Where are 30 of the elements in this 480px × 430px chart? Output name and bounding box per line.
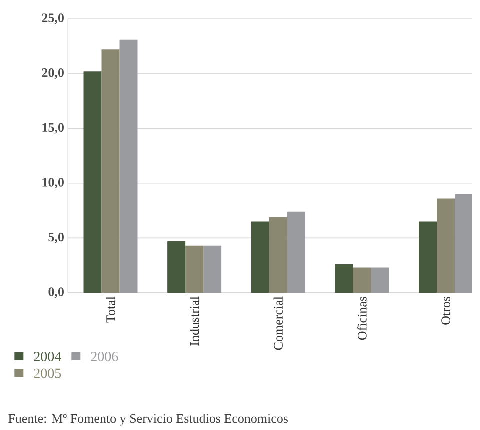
x-tick-label: Comercial — [274, 296, 283, 350]
source-note: Fuente: Mº Fomento y Servicio Estudios Economicos — [8, 414, 288, 426]
y-tick-label: 5,0 — [48, 232, 64, 244]
y-tick-label: 0,0 — [48, 288, 64, 298]
bar — [102, 50, 120, 293]
legend-label: 2006 — [91, 352, 118, 362]
bar — [204, 246, 222, 293]
bar — [120, 40, 138, 293]
bar — [419, 222, 438, 293]
bar — [84, 72, 102, 293]
y-tick-label: 10,0 — [42, 178, 64, 189]
bar — [269, 217, 288, 293]
bar — [371, 268, 390, 293]
bar — [335, 264, 354, 293]
x-tick-label: Total — [106, 296, 116, 323]
legend-label: 2004 — [34, 352, 62, 362]
y-tick-label: 15,0 — [42, 123, 64, 134]
legend-label: 2005 — [34, 368, 62, 378]
bar — [455, 194, 472, 293]
bar — [251, 222, 270, 293]
bar — [353, 268, 372, 293]
x-tick-label: Industrial — [190, 296, 200, 346]
x-tick-label: Otros — [442, 296, 450, 325]
y-tick-label: 25,0 — [42, 14, 64, 24]
bar — [437, 198, 456, 293]
bar — [168, 241, 186, 293]
bar — [287, 212, 306, 293]
bar — [186, 246, 204, 293]
y-tick-label: 20,0 — [42, 68, 64, 80]
x-tick-label: Oficinas — [358, 296, 367, 340]
